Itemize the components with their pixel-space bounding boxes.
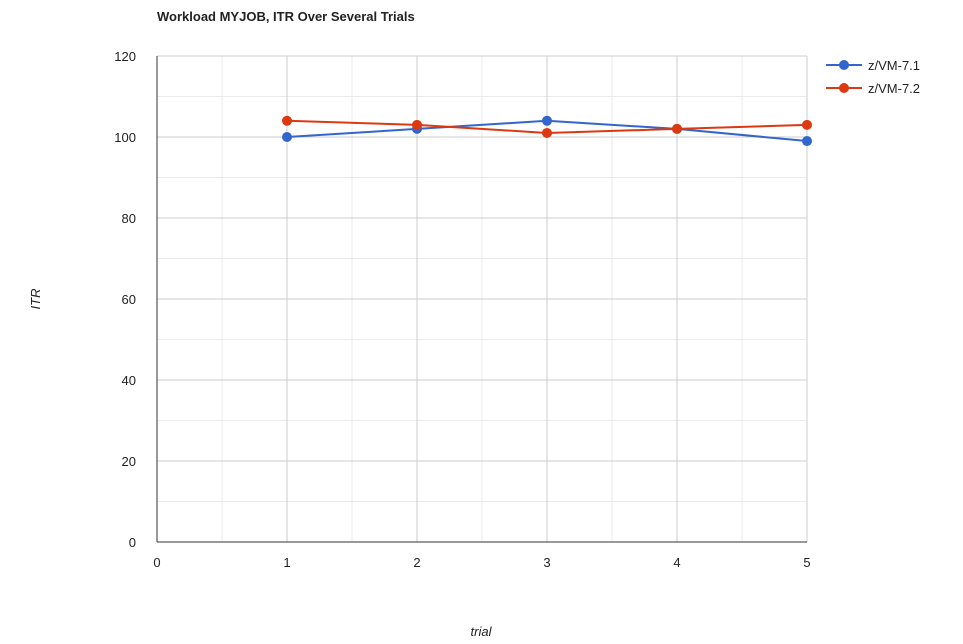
y-tick-label: 100 xyxy=(114,130,136,145)
gridlines xyxy=(157,55,808,542)
x-tick-label: 1 xyxy=(283,555,290,570)
data-point xyxy=(802,119,812,130)
legend-marker xyxy=(839,60,849,70)
tick-labels: 0 20 40 60 80 100 120 0 1 2 3 4 5 xyxy=(114,49,810,570)
y-tick-label: 60 xyxy=(122,292,136,307)
y-tick-label: 0 xyxy=(129,535,136,550)
data-point xyxy=(412,119,422,130)
legend-item[interactable]: z/VM-7.2 xyxy=(826,81,920,96)
y-tick-label: 20 xyxy=(122,454,136,469)
axes xyxy=(156,56,807,543)
data-point xyxy=(282,132,292,142)
legend-item[interactable]: z/VM-7.1 xyxy=(826,58,920,73)
x-axis-label: trial xyxy=(471,624,493,639)
y-tick-label: 80 xyxy=(122,211,136,226)
data-point xyxy=(542,127,552,138)
chart-title: Workload MYJOB, ITR Over Several Trials xyxy=(157,9,415,24)
x-tick-label: 3 xyxy=(543,555,550,570)
data-point xyxy=(282,115,292,126)
y-axis-label: ITR xyxy=(28,289,43,310)
legend-marker xyxy=(839,83,849,93)
series-group xyxy=(282,115,812,147)
legend[interactable]: z/VM-7.1 z/VM-7.2 xyxy=(826,58,920,96)
x-tick-label: 0 xyxy=(153,555,160,570)
x-tick-label: 5 xyxy=(803,555,810,570)
x-tick-label: 2 xyxy=(413,555,420,570)
legend-label: z/VM-7.1 xyxy=(868,58,920,73)
legend-label: z/VM-7.2 xyxy=(868,81,920,96)
data-point xyxy=(542,115,552,126)
data-point xyxy=(802,136,812,147)
y-tick-label: 40 xyxy=(122,373,136,388)
x-tick-label: 4 xyxy=(673,555,680,570)
data-point xyxy=(672,123,682,134)
y-tick-label: 120 xyxy=(114,49,136,64)
